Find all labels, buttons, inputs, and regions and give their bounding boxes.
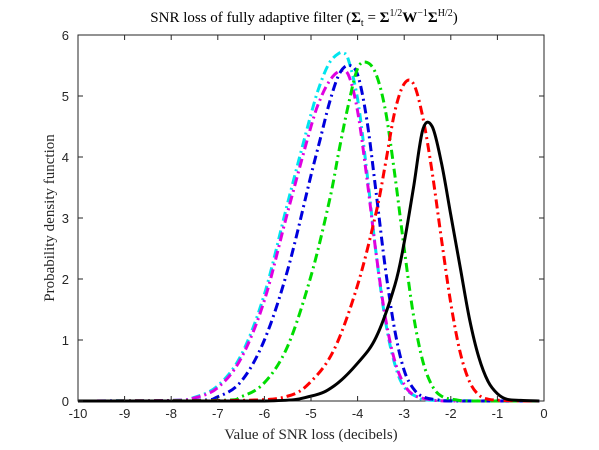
y-axis-label: Probability density function [42,134,58,302]
x-tick-label: -2 [445,406,457,421]
x-tick-label: -3 [398,406,410,421]
x-tick-label: -1 [492,406,504,421]
x-tick-label: -6 [259,406,271,421]
y-tick-label: 1 [62,333,69,348]
series-layer [77,50,540,403]
x-tick-label: -8 [165,406,177,421]
x-tick-label: 0 [540,406,547,421]
y-tick-label: 0 [62,394,69,409]
x-tick-label: -7 [212,406,224,421]
y-tick-label: 6 [62,28,69,43]
y-tick-label: 2 [62,272,69,287]
x-axis-ticks: -10 -9 -8 -7 -6 -5 -4 -3 -2 -1 0 [69,35,548,421]
series-line-2 [77,78,540,403]
y-tick-label: 4 [62,150,69,165]
y-axis-ticks: 0 1 2 3 4 5 6 [62,28,544,409]
series-line-1 [78,120,540,403]
series-line-3 [77,60,540,403]
y-tick-label: 3 [62,211,69,226]
x-tick-label: -9 [119,406,131,421]
chart-title: SNR loss of fully adaptive filter (Σt = … [150,8,457,29]
x-tick-label: -5 [305,406,317,421]
y-tick-label: 5 [62,89,69,104]
x-tick-label: -4 [352,406,364,421]
x-tick-label: -10 [69,406,88,421]
x-axis-label: Value of SNR loss (decibels) [224,427,397,443]
